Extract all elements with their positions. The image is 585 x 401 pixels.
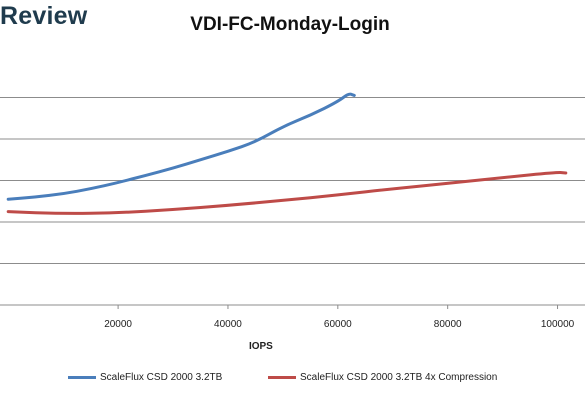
chart-legend: ScaleFlux CSD 2000 3.2TB ScaleFlux CSD 20… (0, 372, 585, 390)
legend-item-2: ScaleFlux CSD 2000 3.2TB 4x Compression (268, 372, 497, 383)
x-tick-label: 40000 (214, 319, 242, 330)
series-line-1 (6, 92, 356, 201)
legend-swatch (268, 376, 296, 379)
x-tick-label: 100000 (541, 319, 575, 330)
x-tick-label: 60000 (324, 319, 352, 330)
legend-swatch (68, 376, 96, 379)
legend-label: ScaleFlux CSD 2000 3.2TB (100, 372, 223, 383)
x-tick-label: 80000 (434, 319, 462, 330)
legend-item-1: ScaleFlux CSD 2000 3.2TB (68, 372, 222, 383)
series-line-2 (6, 171, 568, 215)
x-tick-label: 20000 (104, 319, 132, 330)
chart-title: VDI-FC-Monday-Login (190, 14, 390, 35)
x-axis-label: IOPS (249, 341, 273, 352)
legend-label: ScaleFlux CSD 2000 3.2TB 4x Compression (300, 372, 498, 383)
brand-logo-text: Review (0, 2, 88, 30)
